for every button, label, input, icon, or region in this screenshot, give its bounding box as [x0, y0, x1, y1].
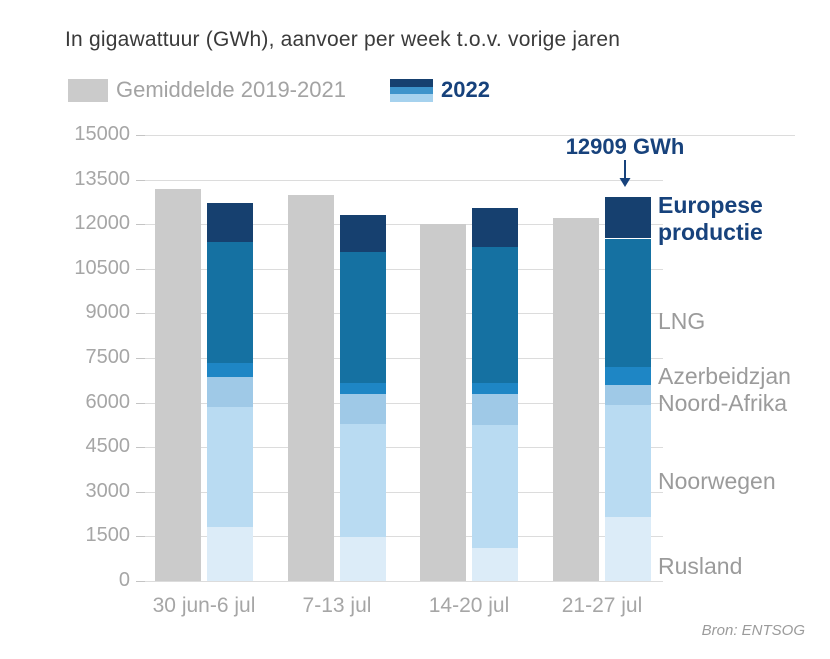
bar-average-30-jun-6-jul — [155, 189, 201, 581]
segment-lng-30-jun-6-jul — [207, 241, 253, 364]
arrow-down-icon — [619, 160, 631, 187]
y-tick-7500 — [136, 358, 145, 359]
label-lng: LNG — [658, 308, 706, 334]
y-axis-label-7500: 7500 — [85, 346, 131, 368]
segment-europese-productie-7-13-jul — [340, 215, 386, 252]
label-azerbeidzjan: Azerbeidzjan — [658, 363, 791, 389]
segment-lng-14-20-jul — [472, 246, 518, 383]
y-tick-3000 — [136, 491, 145, 493]
gridline-10500 — [145, 268, 663, 270]
segment-noord-afrika-7-13-jul — [340, 394, 386, 425]
label-noord-afrika: Noord-Afrika — [658, 390, 788, 416]
source-credit: Bron: ENTSOG — [701, 622, 805, 639]
legend-label-2022: 2022 — [441, 77, 490, 102]
segment-lng-21-27-jul — [605, 238, 651, 367]
label-europese-productie: Europese productie — [658, 192, 763, 245]
y-tick-13500 — [136, 179, 145, 181]
segment-noord-afrika-14-20-jul — [472, 394, 518, 425]
y-axis-label-6000: 6000 — [85, 390, 131, 413]
y-axis-label-15000: 15000 — [74, 123, 130, 145]
bar-average-14-20-jul — [420, 224, 466, 581]
x-axis-label-14-20-jul: 14-20 jul — [428, 594, 510, 617]
legend-swatch-band-light — [390, 94, 433, 102]
peak-value-annotation: 12909 GWh — [565, 134, 685, 159]
y-axis-label-9000: 9000 — [85, 301, 131, 324]
gridline-3000 — [145, 491, 663, 493]
gridline-13500 — [145, 179, 663, 181]
y-tick-4500 — [136, 447, 145, 449]
y-axis-label-10500: 10500 — [74, 256, 130, 279]
segment-noorwegen-21-27-jul — [605, 405, 651, 518]
y-tick-9000 — [136, 313, 145, 315]
segment-rusland-7-13-jul — [340, 536, 386, 581]
y-axis-label-13500: 13500 — [74, 167, 130, 190]
gridline-12000 — [145, 224, 663, 226]
x-axis-label-7-13-jul: 7-13 jul — [302, 594, 372, 617]
segment-azerbeidzjan-30-jun-6-jul — [207, 363, 253, 378]
segment-noorwegen-30-jun-6-jul — [207, 406, 253, 527]
legend-swatch-band-dark — [390, 79, 433, 87]
y-tick-12000 — [136, 224, 145, 226]
segment-rusland-14-20-jul — [472, 548, 518, 581]
bar-average-21-27-jul — [553, 218, 599, 581]
y-axis-label-0: 0 — [118, 569, 130, 591]
legend-swatch-2022 — [390, 79, 433, 102]
label-noorwegen: Noorwegen — [658, 468, 776, 494]
gridline-1500 — [145, 536, 663, 538]
bar-average-7-13-jul — [288, 194, 334, 581]
segment-noorwegen-7-13-jul — [340, 424, 386, 537]
y-tick-0 — [136, 581, 145, 582]
segment-rusland-30-jun-6-jul — [207, 526, 253, 581]
y-tick-1500 — [136, 536, 145, 538]
legend-label-average: Gemiddelde 2019-2021 — [116, 77, 346, 102]
x-axis-label-30-jun-6-jul: 30 jun-6 jul — [152, 594, 256, 617]
gridline-9000 — [145, 313, 663, 315]
segment-rusland-21-27-jul — [605, 517, 651, 581]
label-rusland: Rusland — [658, 553, 743, 579]
segment-europese-productie-30-jun-6-jul — [207, 202, 253, 242]
segment-noord-afrika-21-27-jul — [605, 385, 651, 406]
y-tick-10500 — [136, 268, 145, 270]
legend-swatch-band-mid — [390, 87, 433, 94]
segment-lng-7-13-jul — [340, 251, 386, 383]
segment-europese-productie-21-27-jul — [605, 197, 651, 239]
segment-azerbeidzjan-14-20-jul — [472, 382, 518, 395]
x-axis-label-21-27-jul: 21-27 jul — [561, 594, 643, 617]
gridline-7500 — [145, 358, 663, 359]
y-axis-label-1500: 1500 — [85, 524, 131, 547]
segment-noord-afrika-30-jun-6-jul — [207, 377, 253, 407]
gridline-6000 — [145, 402, 663, 404]
y-tick-6000 — [136, 402, 145, 404]
y-axis-label-3000: 3000 — [85, 479, 131, 502]
gridline-0 — [145, 581, 663, 582]
chart-title: In gigawattuur (GWh), aanvoer per week t… — [65, 28, 621, 51]
gridline-4500 — [145, 447, 663, 449]
segment-azerbeidzjan-7-13-jul — [340, 382, 386, 395]
segment-azerbeidzjan-21-27-jul — [605, 366, 651, 386]
segment-europese-productie-14-20-jul — [472, 208, 518, 247]
y-axis-label-12000: 12000 — [74, 212, 130, 235]
y-tick-15000 — [136, 135, 145, 136]
segment-noorwegen-14-20-jul — [472, 424, 518, 549]
gridline-15000 — [145, 135, 795, 136]
y-axis-label-4500: 4500 — [85, 435, 131, 458]
legend-swatch-average — [68, 79, 108, 102]
